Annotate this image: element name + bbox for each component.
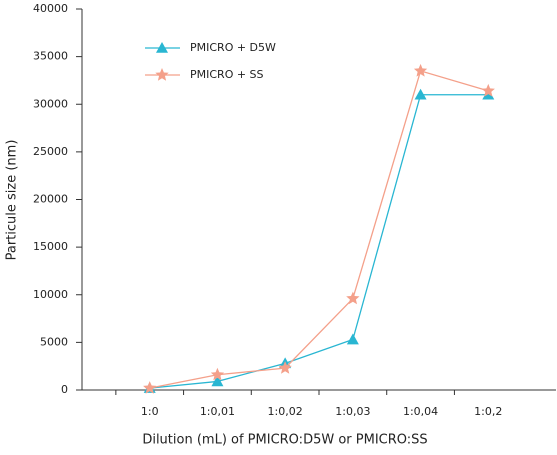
y-tick-label: 0	[61, 383, 68, 396]
x-tick-label: 1:0,01	[200, 405, 235, 418]
series-line	[149, 70, 489, 389]
y-tick-label: 35000	[33, 50, 68, 63]
marker	[346, 291, 360, 305]
marker	[413, 63, 428, 77]
y-tick-label: 20000	[33, 193, 68, 206]
marker	[210, 367, 225, 381]
marker	[482, 88, 495, 100]
marker	[414, 88, 427, 100]
y-tick-label: 10000	[33, 288, 68, 301]
x-tick-label: 1:0,04	[403, 405, 438, 418]
x-tick-label: 1:0,03	[335, 405, 370, 418]
legend-marker	[155, 68, 169, 81]
y-tick-label: 5000	[40, 335, 68, 348]
y-tick-label: 30000	[33, 97, 68, 110]
legend-label: PMICRO + SS	[190, 68, 264, 81]
marker	[481, 83, 495, 97]
y-tick-label: 25000	[33, 145, 68, 158]
y-axis-label: Particule size (nm)	[5, 140, 20, 261]
marker	[278, 361, 292, 374]
series-line	[149, 94, 489, 389]
y-tick-label: 40000	[33, 2, 68, 15]
y-tick-label: 15000	[33, 240, 68, 253]
x-tick-label: 1:0	[141, 405, 159, 418]
x-axis-label: Dilution (mL) of PMICRO:D5W or PMICRO:SS	[142, 433, 427, 448]
x-tick-label: 1:0,02	[268, 405, 303, 418]
legend-label: PMICRO + D5W	[190, 41, 276, 54]
marker	[211, 375, 224, 387]
marker	[143, 381, 157, 394]
legend-marker	[156, 42, 168, 53]
x-tick-label: 1:0,2	[474, 405, 502, 418]
marker	[346, 333, 359, 345]
